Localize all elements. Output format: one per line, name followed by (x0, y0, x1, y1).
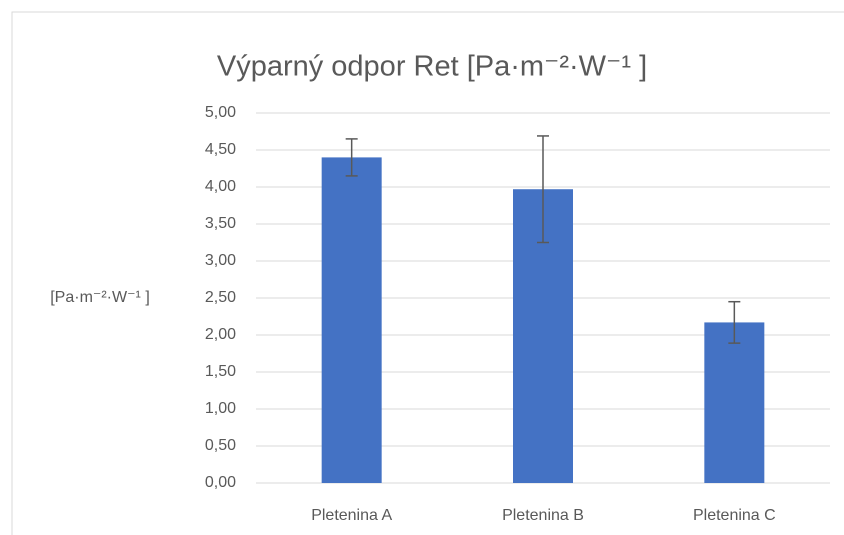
y-tick-label: 3,00 (205, 252, 236, 269)
y-tick-label: 5,00 (205, 104, 236, 121)
x-tick-label: Pletenina B (502, 507, 584, 524)
error-bar (728, 300, 741, 344)
y-tick-label: 2,50 (205, 289, 236, 306)
y-tick-label: 4,00 (205, 178, 236, 195)
bar (321, 157, 382, 483)
error-bar (537, 135, 549, 244)
y-tick-label: 0,00 (205, 474, 236, 491)
error-bar (345, 138, 358, 177)
x-tick-label: Pletenina C (693, 507, 776, 524)
y-tick-label: 1,00 (205, 400, 236, 417)
y-axis-label: [Pa·m⁻²·W⁻¹ ] (50, 289, 150, 306)
y-tick-label: 2,00 (205, 326, 236, 343)
y-tick-label: 1,50 (205, 363, 236, 380)
x-tick-label: Pletenina A (311, 507, 392, 524)
y-tick-label: 0,50 (205, 437, 236, 454)
y-tick-label: 4,50 (205, 141, 236, 158)
y-tick-label: 3,50 (205, 215, 236, 232)
bar (704, 322, 765, 483)
chart-title: Výparný odpor Ret [Pa·m⁻²·W⁻¹ ] (217, 51, 647, 83)
